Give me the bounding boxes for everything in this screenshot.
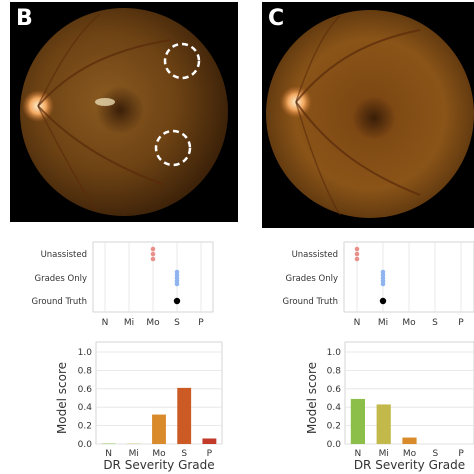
x-tick-label-b: N bbox=[105, 449, 112, 459]
y-tick-label-b: 0.6 bbox=[78, 385, 93, 395]
bar-b-p bbox=[202, 438, 217, 444]
x-axis-label-c: DR Severity Grade bbox=[354, 458, 465, 472]
x-tick-label-c: Mi bbox=[379, 449, 389, 459]
dotplot-tick-b: S bbox=[174, 318, 180, 328]
dotplot-row-label-c: Ground Truth bbox=[282, 297, 338, 307]
unassisted-marker-c bbox=[354, 246, 360, 252]
dotplot-tick-b: Mo bbox=[146, 318, 160, 328]
unassisted-marker-b bbox=[150, 251, 156, 257]
dotplot-tick-c: Mo bbox=[402, 318, 416, 328]
y-tick-label-b: 0.4 bbox=[78, 403, 93, 413]
dotplot-row-label-c: Grades Only bbox=[285, 274, 338, 284]
unassisted-marker-b bbox=[150, 246, 156, 252]
x-tick-label-b: P bbox=[207, 449, 213, 459]
bar-c-mo bbox=[402, 437, 417, 444]
unassisted-marker-c bbox=[354, 256, 360, 262]
x-tick-label-b: Mi bbox=[129, 449, 139, 459]
dotplot-tick-b: N bbox=[102, 318, 109, 328]
y-tick-label-c: 0.8 bbox=[327, 366, 342, 376]
dotplot-row-label-c: Unassisted bbox=[292, 250, 338, 260]
ground-truth-marker-b bbox=[173, 297, 181, 305]
x-tick-label-c: Mo bbox=[403, 449, 417, 459]
dotplot-tick-c: Mi bbox=[378, 318, 388, 328]
lesion-circle-2 bbox=[154, 129, 192, 167]
dotplot-tick-c: N bbox=[354, 318, 361, 328]
panel-letter-c: C bbox=[268, 6, 285, 31]
bar-c-mi bbox=[376, 404, 391, 444]
dotplot-tick-b: P bbox=[198, 318, 204, 328]
y-axis-label-b: Model score bbox=[55, 362, 69, 434]
x-axis-label-b: DR Severity Grade bbox=[103, 458, 214, 472]
grades-only-marker-c bbox=[380, 281, 386, 287]
unassisted-marker-b bbox=[150, 256, 156, 262]
y-tick-label-c: 1.0 bbox=[327, 348, 342, 358]
x-tick-label-c: S bbox=[432, 449, 438, 459]
x-tick-label-b: S bbox=[181, 449, 187, 459]
y-tick-label-b: 1.0 bbox=[78, 348, 93, 358]
x-tick-label-c: N bbox=[355, 449, 362, 459]
y-axis-label-c: Model score bbox=[305, 362, 319, 434]
y-tick-label-c: 0.2 bbox=[327, 422, 341, 432]
dotplot-tick-c: S bbox=[432, 318, 438, 328]
grades-only-marker-b bbox=[174, 281, 180, 287]
dotplot-row-label-b: Unassisted bbox=[41, 250, 87, 260]
y-tick-label-c: 0.6 bbox=[327, 385, 342, 395]
dotplot-row-label-b: Grades Only bbox=[34, 274, 87, 284]
dotplot-tick-b: Mi bbox=[124, 318, 134, 328]
bar-c-n bbox=[350, 398, 365, 444]
x-tick-label-c: P bbox=[458, 449, 464, 459]
bar-b-mo bbox=[152, 414, 166, 444]
unassisted-marker-c bbox=[354, 251, 360, 257]
bar-b-s bbox=[177, 387, 192, 444]
x-tick-label-b: Mo bbox=[152, 449, 166, 459]
y-tick-label-c: 0.4 bbox=[327, 403, 342, 413]
ground-truth-marker-c bbox=[379, 297, 387, 305]
lesion-circle-1 bbox=[163, 42, 201, 80]
y-tick-label-b: 0.0 bbox=[78, 440, 93, 450]
y-tick-label-c: 0.0 bbox=[327, 440, 342, 450]
y-tick-label-b: 0.8 bbox=[78, 366, 93, 376]
retina-image-c bbox=[266, 10, 474, 218]
panel-letter-b: B bbox=[16, 6, 33, 31]
y-tick-label-b: 0.2 bbox=[78, 422, 92, 432]
retina-image-b bbox=[20, 8, 228, 216]
dotplot-row-label-b: Ground Truth bbox=[31, 297, 87, 307]
dotplot-tick-c: P bbox=[458, 318, 464, 328]
